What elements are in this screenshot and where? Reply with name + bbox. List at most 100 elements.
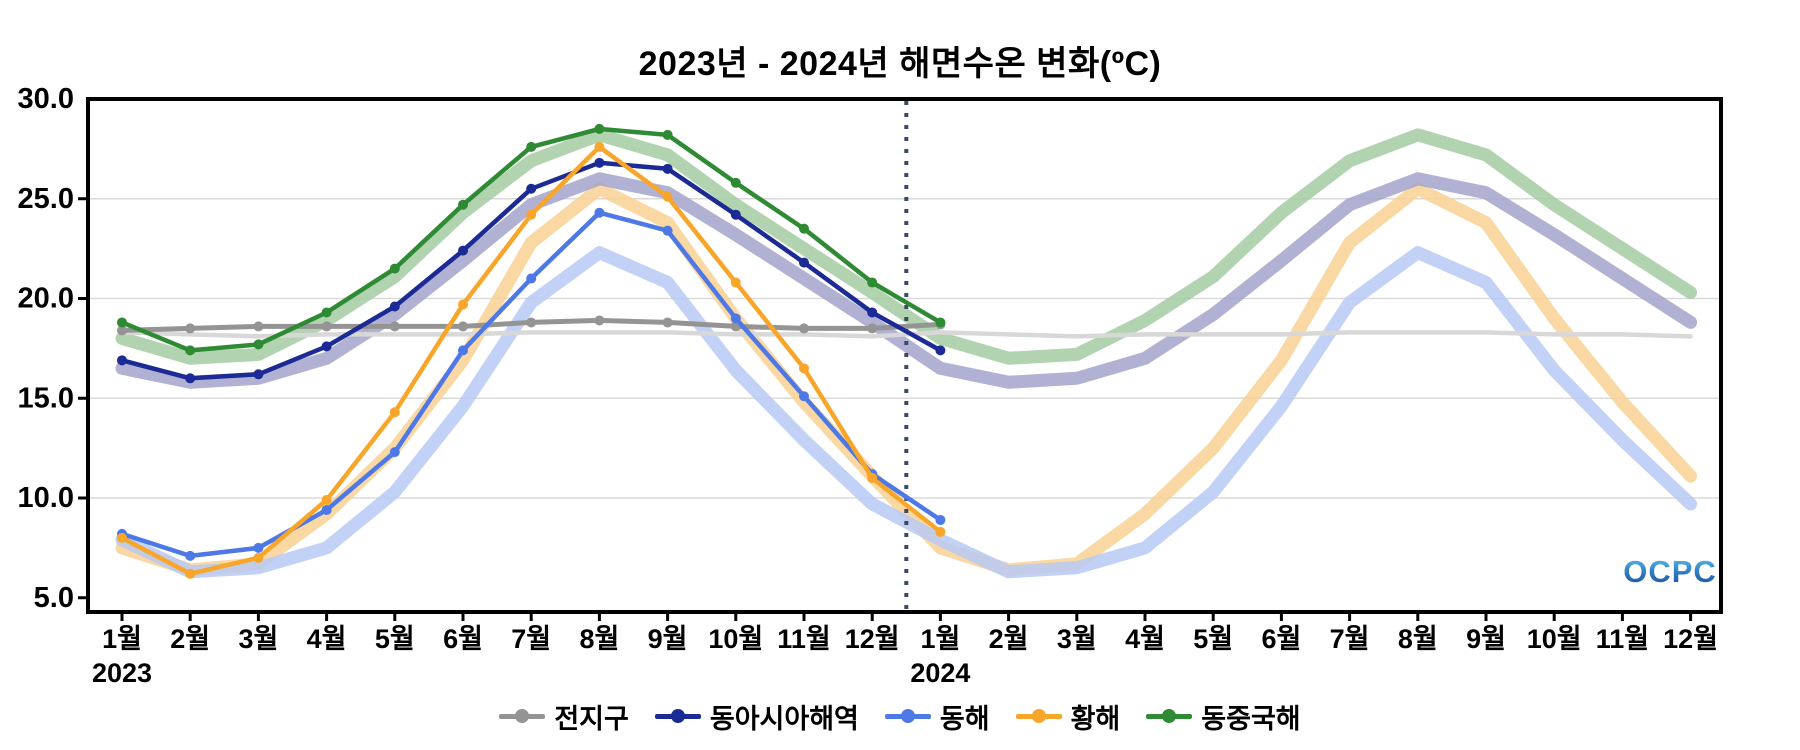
data-point-east-sea xyxy=(526,273,537,284)
data-point-east-china-sea xyxy=(526,141,537,152)
legend-label: 전지구 xyxy=(554,703,629,734)
legend-marker-dot-icon xyxy=(1162,709,1177,723)
y-axis-label: 10.0 xyxy=(18,482,74,514)
legend-item-east-asia-seas: 동아시아해역 xyxy=(654,697,859,736)
data-point-east-asia-seas xyxy=(185,373,196,384)
data-point-east-china-sea xyxy=(458,199,468,210)
legend-marker-icon xyxy=(884,709,931,723)
x-axis-label: 9월 xyxy=(648,624,688,654)
data-point-global xyxy=(185,323,196,334)
data-point-east-asia-seas xyxy=(935,345,946,356)
data-point-east-china-sea xyxy=(389,263,400,274)
x-axis-label: 3월 xyxy=(238,624,278,654)
data-point-yellow-sea xyxy=(321,494,332,505)
normal-band-east-asia-seas xyxy=(115,172,1698,389)
data-point-yellow-sea xyxy=(799,363,809,374)
legend-item-yellow-sea: 황해 xyxy=(1015,697,1121,736)
data-point-east-asia-seas xyxy=(458,245,468,256)
data-point-yellow-sea xyxy=(594,141,605,152)
y-axis-label: 5.0 xyxy=(34,582,74,614)
plot-frame xyxy=(86,97,1723,614)
data-point-global xyxy=(594,315,605,326)
data-point-east-china-sea xyxy=(321,307,332,318)
legend-label: 동해 xyxy=(939,703,990,734)
data-point-east-sea xyxy=(935,514,946,525)
x-axis-label: 1월 xyxy=(920,624,960,654)
data-point-east-asia-seas xyxy=(526,183,537,194)
data-point-east-sea xyxy=(662,225,673,236)
y-axis-label: 15.0 xyxy=(18,382,74,414)
chart-plot-canvas: 30.0 25.0 20.0 15.0 10.0 5.0 1월 2월 3월 4월 5월 6월 7월 8월 9… xyxy=(18,83,1723,688)
x-axis-label: 2월 xyxy=(989,624,1029,654)
data-point-yellow-sea xyxy=(935,526,946,537)
data-point-east-sea xyxy=(321,504,332,515)
legend-item-global: 전지구 xyxy=(499,697,629,736)
legend-marker-icon xyxy=(1015,709,1062,723)
data-point-global xyxy=(526,317,537,328)
legend-marker-icon xyxy=(654,709,701,723)
data-point-global xyxy=(321,321,332,332)
x-axis-label: 5월 xyxy=(1193,624,1233,654)
x-axis-year-label: 2023 xyxy=(92,658,152,688)
x-axis-label: 4월 xyxy=(1125,624,1165,654)
data-point-yellow-sea xyxy=(253,552,264,563)
data-point-yellow-sea xyxy=(730,277,741,288)
legend-label: 동아시아해역 xyxy=(709,703,859,734)
legend-marker-dot-icon xyxy=(1031,709,1046,723)
data-point-east-china-sea xyxy=(253,339,264,350)
data-point-east-china-sea xyxy=(799,223,809,234)
data-point-east-china-sea xyxy=(594,123,605,134)
data-point-east-china-sea xyxy=(117,317,127,328)
legend-marker-dot-icon xyxy=(670,709,685,723)
x-axis-label: 8월 xyxy=(1398,624,1438,654)
legend-label: 동중국해 xyxy=(1201,703,1301,734)
data-point-yellow-sea xyxy=(867,473,878,484)
legend-marker-icon xyxy=(1146,709,1193,723)
data-point-east-sea xyxy=(458,345,468,356)
data-point-east-asia-seas xyxy=(117,355,127,366)
x-axis-label: 10월 xyxy=(708,624,763,654)
ocpc-logo: OCPC xyxy=(1620,554,1720,594)
legend-item-east-sea: 동해 xyxy=(884,697,990,736)
data-point-east-asia-seas xyxy=(594,157,605,168)
x-axis-label: 12월 xyxy=(1663,624,1718,654)
data-point-east-sea xyxy=(253,542,264,553)
legend: 전지구 동아시아해역 동해 황해 동중국해 xyxy=(0,694,1800,738)
data-point-yellow-sea xyxy=(662,191,673,202)
x-axis-label: 7월 xyxy=(511,624,551,654)
data-point-global xyxy=(458,321,468,332)
legend-label: 황해 xyxy=(1070,703,1121,734)
data-point-east-asia-seas xyxy=(253,369,264,380)
x-axis-label: 5월 xyxy=(375,624,415,654)
data-point-east-sea xyxy=(799,391,809,402)
data-point-yellow-sea xyxy=(389,407,400,418)
y-axis-label: 20.0 xyxy=(18,283,74,315)
data-point-global xyxy=(117,325,127,336)
data-point-east-asia-seas xyxy=(730,209,741,220)
legend-marker-icon xyxy=(499,709,546,723)
x-axis-label: 9월 xyxy=(1466,624,1506,654)
data-point-east-sea xyxy=(185,550,196,561)
legend-item-east-china-sea: 동중국해 xyxy=(1146,697,1301,736)
data-point-east-china-sea xyxy=(730,177,741,188)
chart-title: 2023년 - 2024년 해면수온 변화(ºC) xyxy=(638,45,1162,83)
normal-band-east-china-sea xyxy=(115,128,1698,365)
data-point-east-asia-seas xyxy=(662,163,673,174)
x-axis-label: 10월 xyxy=(1527,624,1582,654)
data-point-global xyxy=(389,321,400,332)
x-axis-label: 4월 xyxy=(307,624,347,654)
x-axis-label: 8월 xyxy=(579,624,619,654)
data-point-east-china-sea xyxy=(185,345,196,356)
x-axis-label: 6월 xyxy=(443,624,483,654)
data-point-global xyxy=(867,323,878,334)
data-point-east-asia-seas xyxy=(867,307,878,318)
data-point-yellow-sea xyxy=(458,299,468,310)
data-point-global xyxy=(662,317,673,328)
data-point-east-asia-seas xyxy=(389,301,400,312)
y-axis-label: 30.0 xyxy=(18,83,74,115)
legend-marker-dot-icon xyxy=(900,709,915,723)
x-axis-label: 11월 xyxy=(1596,624,1649,654)
x-axis-label: 6월 xyxy=(1261,624,1301,654)
data-point-east-china-sea xyxy=(935,317,946,328)
